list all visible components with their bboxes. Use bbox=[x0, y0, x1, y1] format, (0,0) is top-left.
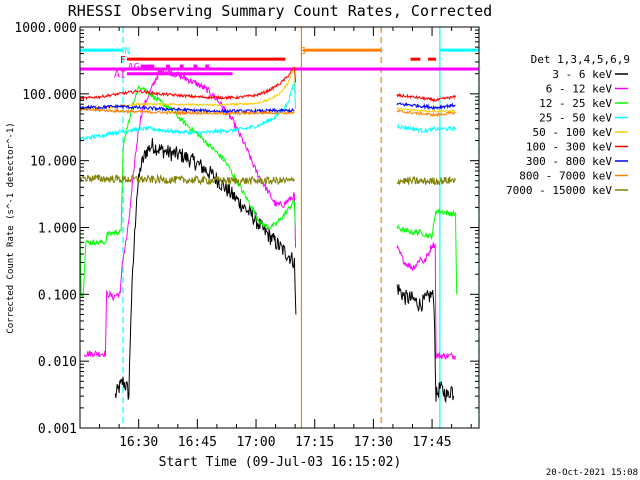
series-line bbox=[79, 84, 296, 298]
series-layer bbox=[79, 66, 458, 404]
series-line bbox=[396, 101, 456, 111]
legend-label-800-7000-kev: 800 - 7000 keV bbox=[519, 170, 612, 183]
y-tick-label: 0.010 bbox=[38, 355, 77, 370]
y-tick-label: 0.001 bbox=[38, 422, 77, 437]
x-tick-label: 17:30 bbox=[354, 435, 393, 450]
series-line bbox=[79, 103, 295, 115]
series-3-6-kev bbox=[114, 138, 455, 404]
legend-label-300-800-kev: 300 - 800 keV bbox=[526, 155, 612, 168]
series-line bbox=[396, 123, 456, 134]
series-line bbox=[79, 81, 296, 142]
series-line bbox=[396, 107, 456, 114]
series-line bbox=[79, 66, 296, 102]
series-100-300-kev bbox=[79, 66, 456, 103]
series-line bbox=[114, 138, 297, 400]
series-300-800-kev bbox=[79, 101, 456, 115]
legend-label-7000-15000-kev: 7000 - 15000 keV bbox=[506, 184, 612, 197]
flag-label-n: N bbox=[124, 46, 130, 57]
series-line bbox=[396, 109, 456, 118]
legend-label-100-300-kev: 100 - 300 keV bbox=[526, 141, 612, 154]
chart-title: RHESSI Observing Summary Count Rates, Co… bbox=[68, 2, 492, 20]
x-tick-label: 17:15 bbox=[295, 435, 334, 450]
x-tick-label: 17:00 bbox=[236, 435, 275, 450]
timestamp: 20-Oct-2021 15:08 bbox=[546, 468, 638, 478]
y-tick-label: 0.100 bbox=[38, 288, 77, 303]
x-axis-label: Start Time (09-Jul-03 16:15:02) bbox=[159, 455, 402, 470]
flag-label-ai: AI bbox=[114, 70, 126, 81]
y-tick-label: 100.000 bbox=[22, 88, 77, 103]
series-800-7000-kev bbox=[79, 107, 456, 118]
y-tick-label: 1.000 bbox=[38, 222, 77, 237]
series-line bbox=[396, 92, 456, 103]
y-tick-label: 10.000 bbox=[30, 155, 77, 170]
y-tick-label: 1000.000 bbox=[14, 21, 77, 36]
series-line bbox=[396, 284, 455, 404]
series-line bbox=[79, 173, 295, 186]
x-tick-label: 17:45 bbox=[412, 435, 451, 450]
legend-title: Det 1,3,4,5,6,9 bbox=[531, 53, 630, 66]
legend-label-25-50-kev: 25 - 50 keV bbox=[539, 112, 612, 125]
series-line bbox=[396, 208, 458, 295]
x-tick-label: 16:30 bbox=[119, 435, 158, 450]
legend-label-3-6-kev: 3 - 6 keV bbox=[552, 68, 612, 81]
legend-label-6-12-kev: 6 - 12 keV bbox=[546, 83, 613, 96]
axes-layer: 0.001 0.010 0.100 1.000 10.000 100.000 1000.00… bbox=[14, 21, 479, 450]
legend-label-50-100-kev: 50 - 100 keV bbox=[533, 126, 613, 139]
x-tick-label: 16:45 bbox=[178, 435, 217, 450]
series-line bbox=[396, 242, 456, 361]
series-7000-15000-kev bbox=[79, 173, 456, 186]
series-12-25-kev bbox=[79, 84, 458, 298]
legend-label-12-25-kev: 12 - 25 keV bbox=[539, 97, 612, 110]
flag-label-s: S bbox=[300, 46, 306, 57]
y-axis-label: Corrected Count Rate (s^-1 detector^-1) bbox=[6, 122, 16, 333]
series-25-50-kev bbox=[79, 81, 456, 142]
series-line bbox=[396, 175, 456, 186]
flag-label-f: F bbox=[120, 55, 126, 66]
series-line bbox=[79, 107, 295, 116]
